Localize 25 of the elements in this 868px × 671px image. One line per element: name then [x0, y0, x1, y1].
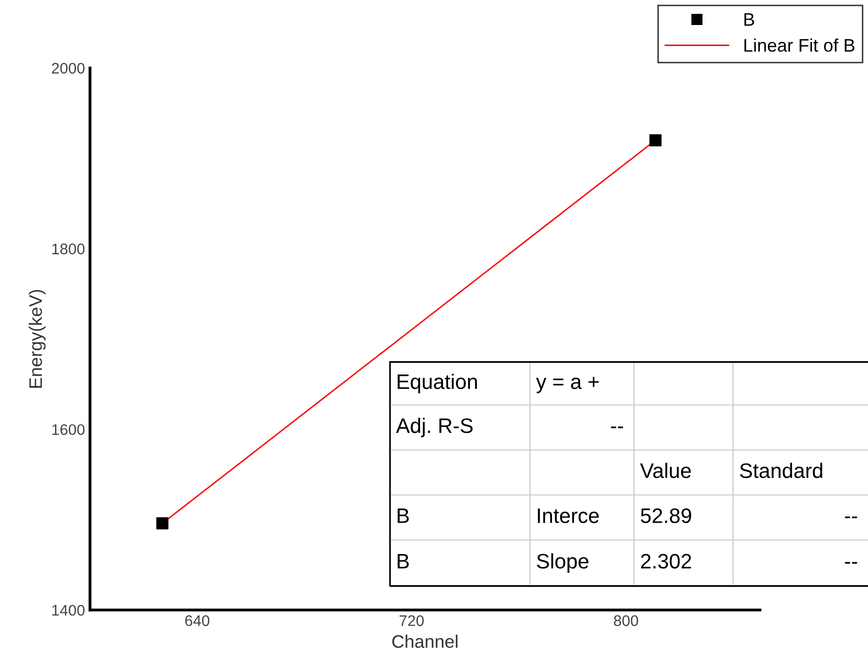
annotation: Adj. R-S [396, 418, 473, 438]
y-axis-title: Energy(keV) [28, 290, 46, 388]
text: -- [845, 516, 858, 518]
x-tick-label: 640 [185, 615, 210, 626]
annotation: -- [611, 426, 624, 428]
annotation: 52.89 [640, 508, 692, 524]
x-tick-label: 720 [400, 615, 424, 626]
annotation: Slope [536, 553, 588, 573]
annotation: 2.302 [641, 554, 692, 569]
annotation: y = a + [536, 376, 599, 394]
annotation: Equation [398, 374, 477, 394]
y-tick-label: 1600 [52, 424, 85, 436]
annotation: Standard [740, 462, 822, 478]
annotation: B [398, 508, 409, 523]
y-tick-label: 1800 [52, 244, 85, 254]
legend-label: B [744, 13, 754, 26]
annotation: Interce [538, 508, 599, 524]
x-axis-title: Channel [392, 634, 458, 648]
annotation: Value [640, 462, 691, 478]
y-tick-label: 1400 [52, 604, 85, 616]
text: -- [845, 562, 858, 564]
legend-label: Linear Fit of B [744, 38, 854, 52]
annotation: B [398, 554, 409, 568]
y-tick-label: 2000 [52, 62, 85, 74]
x-tick-label: 800 [614, 615, 638, 626]
